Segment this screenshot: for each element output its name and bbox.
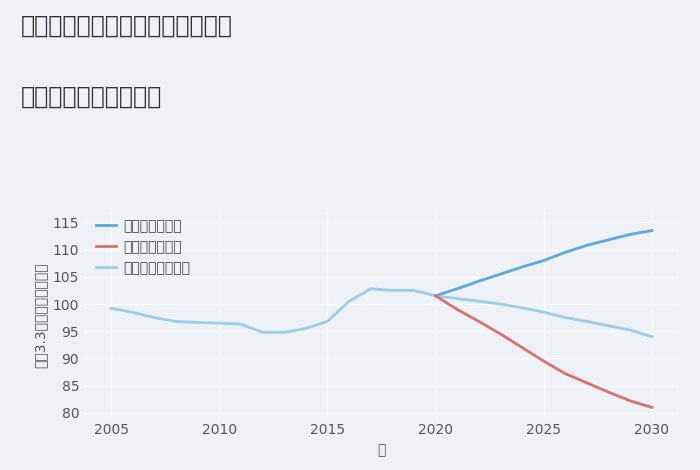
バッドシナリオ — [561, 371, 570, 376]
バッドシナリオ — [431, 293, 440, 298]
バッドシナリオ — [583, 380, 592, 386]
Y-axis label: 坪（3.3㎡）単価（万円）: 坪（3.3㎡）単価（万円） — [33, 262, 47, 368]
グッドシナリオ — [561, 250, 570, 255]
バッドシナリオ — [605, 389, 613, 395]
グッドシナリオ — [453, 286, 461, 291]
グッドシナリオ — [626, 232, 634, 237]
グッドシナリオ — [518, 264, 526, 270]
ノーマルシナリオ — [605, 323, 613, 329]
Line: グッドシナリオ: グッドシナリオ — [435, 231, 652, 296]
グッドシナリオ — [648, 228, 656, 234]
ノーマルシナリオ — [475, 298, 483, 304]
ノーマルシナリオ — [626, 327, 634, 333]
Legend: グッドシナリオ, バッドシナリオ, ノーマルシナリオ: グッドシナリオ, バッドシナリオ, ノーマルシナリオ — [90, 213, 196, 281]
ノーマルシナリオ — [540, 309, 548, 315]
グッドシナリオ — [496, 271, 505, 277]
ノーマルシナリオ — [583, 319, 592, 324]
バッドシナリオ — [496, 331, 505, 337]
Text: 中古戸建ての価格推移: 中古戸建ての価格推移 — [21, 85, 162, 109]
ノーマルシナリオ — [561, 315, 570, 321]
Text: 愛知県名古屋市中川区打出本町の: 愛知県名古屋市中川区打出本町の — [21, 14, 233, 38]
ノーマルシナリオ — [431, 293, 440, 298]
バッドシナリオ — [518, 345, 526, 350]
グッドシナリオ — [431, 293, 440, 298]
バッドシナリオ — [475, 319, 483, 324]
グッドシナリオ — [540, 258, 548, 263]
ノーマルシナリオ — [648, 334, 656, 339]
ノーマルシナリオ — [496, 301, 505, 307]
バッドシナリオ — [540, 358, 548, 364]
X-axis label: 年: 年 — [377, 443, 386, 457]
バッドシナリオ — [648, 405, 656, 410]
グッドシナリオ — [605, 237, 613, 243]
Line: ノーマルシナリオ: ノーマルシナリオ — [435, 296, 652, 337]
バッドシナリオ — [626, 398, 634, 404]
バッドシナリオ — [453, 306, 461, 312]
グッドシナリオ — [475, 278, 483, 284]
Line: バッドシナリオ: バッドシナリオ — [435, 296, 652, 407]
ノーマルシナリオ — [453, 296, 461, 301]
グッドシナリオ — [583, 243, 592, 248]
ノーマルシナリオ — [518, 305, 526, 311]
